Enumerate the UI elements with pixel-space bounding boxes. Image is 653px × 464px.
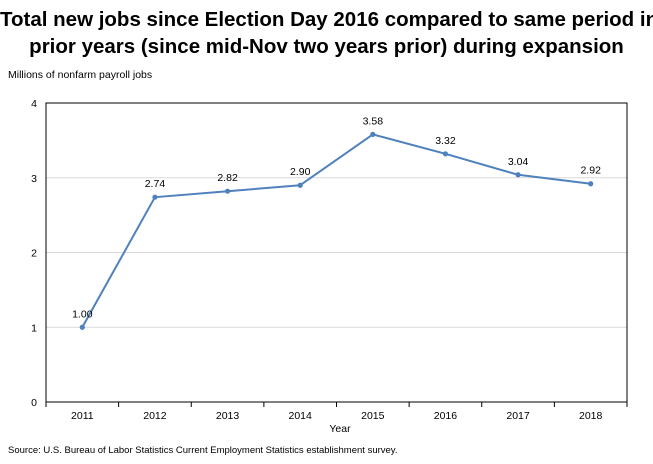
- axes: [45, 102, 628, 407]
- data-point-2018: [588, 181, 594, 187]
- data-point-2012: [152, 194, 158, 200]
- y-tick-label-0: 0: [31, 397, 37, 409]
- source-note: Source: U.S. Bureau of Labor Statistics …: [8, 445, 398, 456]
- chart-title: Total new jobs since Election Day 2016 c…: [0, 6, 653, 60]
- x-tick-label-2018: 2018: [579, 410, 603, 422]
- data-point-2016: [442, 151, 449, 157]
- data-point-2014: [297, 182, 303, 188]
- data-point-2017: [515, 172, 521, 178]
- data-label-2011: 1.00: [72, 308, 93, 320]
- data-label-2016: 3.32: [435, 135, 456, 147]
- y-tick-label-4: 4: [31, 98, 37, 110]
- chart-title-line-2: prior years (since mid-Nov two years pri…: [29, 35, 624, 58]
- tick-labels: 0 1 2 3 4 2011 2012 2013 2014 2015 2016 2017 2018: [31, 98, 602, 422]
- data-label-2014: 2.90: [290, 166, 311, 178]
- x-tick-label-2014: 2014: [289, 410, 313, 422]
- x-axis-label: Year: [329, 423, 351, 435]
- series: [79, 131, 594, 330]
- gridlines: [46, 102, 627, 328]
- x-tick-label-2013: 2013: [216, 410, 240, 422]
- y-axis-label: Millions of nonfarm payroll jobs: [8, 69, 153, 81]
- x-tick-label-2015: 2015: [361, 410, 385, 422]
- chart-title-line-1: Total new jobs since Election Day 2016 c…: [0, 8, 653, 31]
- data-label-2012: 2.74: [145, 178, 166, 190]
- data-label-2018: 2.92: [580, 165, 601, 177]
- data-point-2013: [224, 188, 231, 194]
- x-tick-label-2012: 2012: [143, 410, 167, 422]
- data-label-2015: 3.58: [363, 115, 384, 127]
- x-tick-label-2017: 2017: [506, 410, 530, 422]
- data-label-2013: 2.82: [217, 172, 238, 184]
- data-labels: 1.00 2.74 2.82 2.90 3.58 3.32 3.04 2.92: [72, 115, 601, 320]
- y-tick-label-3: 3: [31, 173, 37, 185]
- data-point-2011: [79, 324, 85, 330]
- y-tick-label-1: 1: [31, 322, 37, 334]
- data-point-2015: [370, 131, 376, 137]
- series-line: [81, 133, 591, 328]
- x-tick-label-2011: 2011: [71, 410, 94, 422]
- data-label-2017: 3.04: [508, 156, 529, 168]
- x-tick-label-2016: 2016: [434, 410, 458, 422]
- y-tick-label-2: 2: [31, 248, 37, 260]
